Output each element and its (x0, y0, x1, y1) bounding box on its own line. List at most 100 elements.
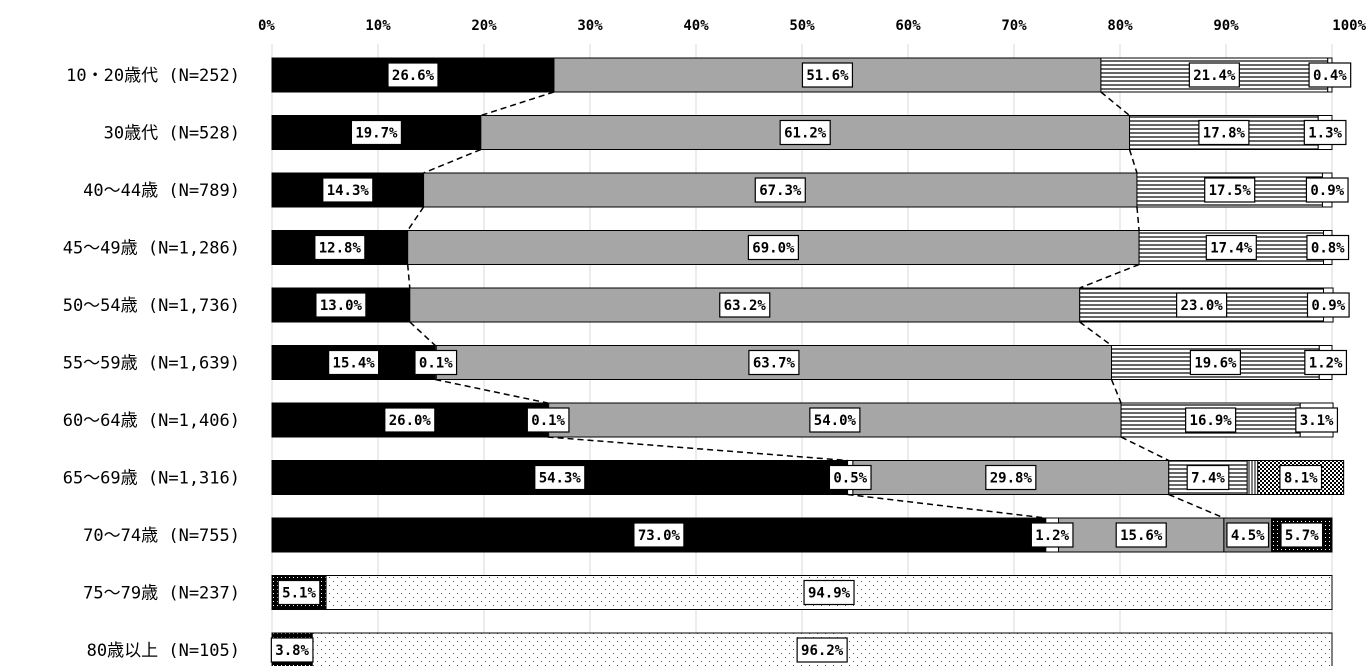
data-label: 19.6% (1189, 349, 1242, 376)
connector-line (547, 436, 848, 462)
data-label-text: 54.3% (539, 471, 582, 487)
data-label-text: 17.4% (1210, 241, 1253, 257)
data-label-text: 67.3% (759, 183, 802, 199)
data-label-text: 17.5% (1209, 183, 1252, 199)
data-label: 5.7% (1280, 522, 1324, 548)
connector-line (1100, 91, 1131, 117)
data-label: 0.8% (1306, 234, 1350, 261)
bar-segment (1246, 460, 1259, 495)
connector-line (407, 206, 425, 231)
data-label-text: 15.6% (1120, 528, 1163, 544)
category-label: 45～49歳 (N=1,286) (63, 239, 240, 259)
data-label-text: 29.8% (990, 471, 1033, 487)
x-tick-label: 80% (1107, 18, 1133, 34)
data-label-text: 73.0% (638, 528, 681, 544)
data-label: 0.5% (828, 464, 872, 491)
data-label-text: 17.8% (1203, 126, 1246, 142)
data-label-text: 63.7% (753, 356, 796, 372)
data-label: 94.9% (803, 579, 855, 606)
data-label: 0.4% (1308, 62, 1352, 88)
data-label-text: 7.4% (1191, 471, 1225, 487)
data-label-text: 3.1% (1300, 413, 1334, 429)
data-label-text: 69.0% (752, 241, 795, 257)
x-axis: 0% 10% 20% 30% 40% 50% 60% 70% 80% 90% 100% (258, 18, 1367, 34)
data-label: 4.5% (1226, 522, 1270, 548)
data-label-text: 1.3% (1308, 126, 1342, 142)
data-label: 8.1% (1279, 464, 1323, 491)
data-label: 23.0% (1176, 292, 1228, 318)
data-label: 26.0% (384, 407, 436, 433)
data-label-text: 5.1% (282, 586, 316, 602)
data-label-text: 63.2% (724, 298, 767, 314)
category-label: 60～64歳 (N=1,406) (63, 411, 240, 431)
data-label: 61.2% (779, 119, 831, 146)
data-label: 69.0% (747, 234, 799, 261)
category-label: 50～54歳 (N=1,736) (63, 296, 240, 316)
data-label-text: 61.2% (784, 126, 827, 142)
data-label-text: 0.1% (531, 413, 565, 429)
data-label: 19.7% (350, 119, 403, 146)
data-label: 12.8% (314, 234, 366, 261)
x-tick-label: 70% (1001, 18, 1027, 34)
data-label-text: 0.1% (419, 356, 453, 372)
connector-line (847, 493, 1046, 519)
data-label-text: 19.7% (355, 126, 398, 142)
data-label: 0.9% (1305, 177, 1349, 203)
x-tick-label: 40% (683, 18, 709, 34)
connector-line (423, 148, 482, 174)
connector-line (1128, 149, 1138, 174)
data-label: 3.8% (270, 637, 314, 663)
data-label-text: 3.8% (275, 643, 309, 659)
data-label: 15.6% (1115, 522, 1167, 548)
data-label: 17.8% (1198, 119, 1250, 146)
category-label: 70～74歳 (N=755) (83, 526, 240, 546)
category-label: 80歳以上 (N=105) (87, 641, 240, 661)
x-tick-label: 100% (1332, 18, 1366, 34)
connector-line (480, 91, 555, 117)
data-label-text: 16.9% (1190, 413, 1233, 429)
data-label: 21.4% (1188, 62, 1240, 88)
connector-line (1110, 379, 1122, 404)
data-label: 14.3% (322, 177, 374, 203)
x-tick-label: 20% (471, 18, 497, 34)
category-label: 10・20歳代 (N=252) (66, 66, 240, 86)
connector-lines (406, 91, 1225, 519)
category-label: 55～59歳 (N=1,639) (63, 354, 240, 374)
data-label-text: 0.4% (1313, 68, 1347, 84)
data-label-text: 5.7% (1285, 528, 1319, 544)
data-label-text: 19.6% (1194, 356, 1237, 372)
data-label: 1.2% (1030, 522, 1074, 548)
data-label-text: 0.5% (833, 471, 867, 487)
x-tick-label: 30% (577, 18, 603, 34)
data-label: 0.1% (526, 407, 570, 433)
category-labels: 10・20歳代 (N=252) 30歳代 (N=528) 40～44歳 (N=789… (63, 66, 240, 661)
data-label-text: 94.9% (808, 586, 851, 602)
data-label: 63.7% (748, 349, 800, 376)
data-label-text: 23.0% (1181, 298, 1224, 314)
data-label: 54.3% (534, 464, 586, 491)
data-label-text: 54.0% (814, 413, 857, 429)
connector-line (1079, 321, 1112, 347)
connector-line (1136, 206, 1140, 231)
data-label: 7.4% (1186, 464, 1230, 491)
connector-line (1168, 493, 1225, 519)
x-tick-label: 50% (789, 18, 815, 34)
data-label-text: 13.0% (320, 298, 363, 314)
data-label: 54.0% (809, 407, 861, 433)
data-label: 26.6% (387, 62, 439, 88)
connector-line (406, 264, 411, 289)
category-label: 65～69歳 (N=1,316) (63, 469, 240, 489)
data-label: 63.2% (719, 292, 771, 318)
category-label: 40～44歳 (N=789) (83, 181, 240, 201)
data-label: 17.4% (1205, 234, 1257, 261)
data-label-text: 26.0% (389, 413, 432, 429)
data-label: 17.5% (1204, 177, 1256, 203)
data-label-text: 1.2% (1309, 356, 1343, 372)
data-label: 29.8% (985, 464, 1037, 491)
data-label: 15.4% (328, 349, 380, 376)
data-label-text: 14.3% (327, 183, 370, 199)
data-label: 67.3% (754, 177, 806, 203)
data-label: 5.1% (277, 579, 321, 606)
